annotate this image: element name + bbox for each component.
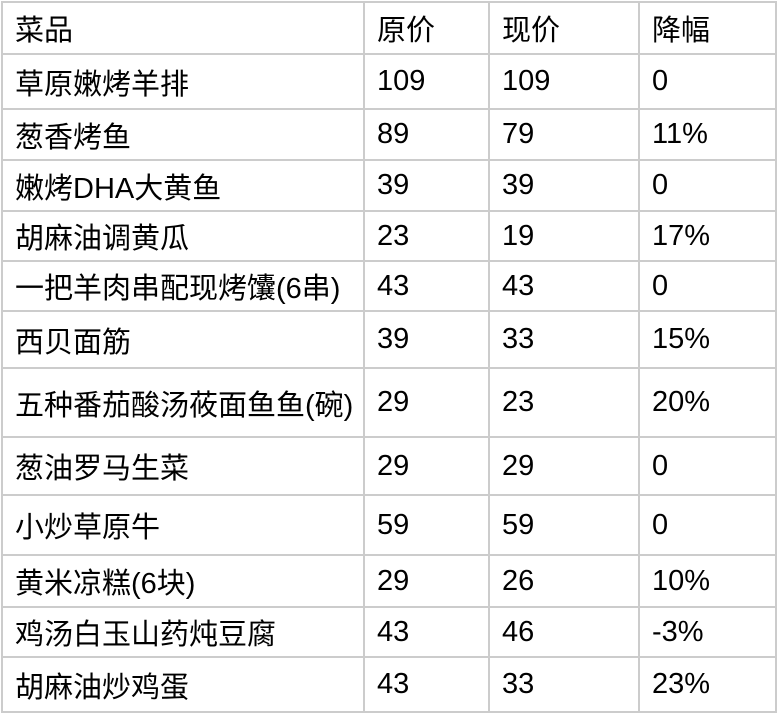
table-row: 胡麻油调黄瓜 23 19 17% <box>1 210 777 262</box>
discount-cell: 11% <box>638 108 777 161</box>
dish-name-cell: 嫩烤DHA大黄鱼 <box>1 159 365 212</box>
dish-name-cell: 一把羊肉串配现烤馕(6串) <box>1 260 365 312</box>
table-row: 黄米凉糕(6块) 29 26 10% <box>1 554 777 608</box>
original-price-cell: 43 <box>363 260 490 312</box>
discount-cell: -3% <box>638 606 777 658</box>
discount-cell: 17% <box>638 210 777 262</box>
current-price-cell: 39 <box>488 159 640 212</box>
dish-name-cell: 鸡汤白玉山药炖豆腐 <box>1 606 365 658</box>
table-row: 鸡汤白玉山药炖豆腐 43 46 -3% <box>1 606 777 658</box>
discount-cell: 20% <box>638 367 777 438</box>
original-price-cell: 89 <box>363 108 490 161</box>
table-row: 胡麻油炒鸡蛋 43 33 23% <box>1 656 777 713</box>
table-row: 西贝面筋 39 33 15% <box>1 310 777 369</box>
current-price-cell: 19 <box>488 210 640 262</box>
current-price-cell: 59 <box>488 494 640 556</box>
header-dish: 菜品 <box>1 1 365 55</box>
discount-cell: 23% <box>638 656 777 713</box>
original-price-cell: 39 <box>363 159 490 212</box>
current-price-cell: 46 <box>488 606 640 658</box>
table-row: 五种番茄酸汤莜面鱼鱼(碗) 29 23 20% <box>1 367 777 438</box>
current-price-cell: 23 <box>488 367 640 438</box>
current-price-cell: 43 <box>488 260 640 312</box>
discount-cell: 0 <box>638 53 777 110</box>
dish-name-cell: 葱油罗马生菜 <box>1 436 365 496</box>
original-price-cell: 29 <box>363 367 490 438</box>
header-row: 菜品 原价 现价 降幅 <box>1 1 777 55</box>
current-price-cell: 109 <box>488 53 640 110</box>
table-row: 一把羊肉串配现烤馕(6串) 43 43 0 <box>1 260 777 312</box>
original-price-cell: 23 <box>363 210 490 262</box>
dish-name-cell: 西贝面筋 <box>1 310 365 369</box>
table-row: 葱香烤鱼 89 79 11% <box>1 108 777 161</box>
original-price-cell: 39 <box>363 310 490 369</box>
discount-cell: 15% <box>638 310 777 369</box>
table-row: 草原嫩烤羊排 109 109 0 <box>1 53 777 110</box>
discount-cell: 0 <box>638 260 777 312</box>
discount-cell: 0 <box>638 159 777 212</box>
header-original-price: 原价 <box>363 1 490 55</box>
dish-name-cell: 小炒草原牛 <box>1 494 365 556</box>
original-price-cell: 29 <box>363 436 490 496</box>
original-price-cell: 59 <box>363 494 490 556</box>
original-price-cell: 43 <box>363 656 490 713</box>
dish-name-cell: 五种番茄酸汤莜面鱼鱼(碗) <box>1 367 365 438</box>
original-price-cell: 29 <box>363 554 490 608</box>
dish-name-cell: 胡麻油调黄瓜 <box>1 210 365 262</box>
dish-name-cell: 黄米凉糕(6块) <box>1 554 365 608</box>
discount-cell: 0 <box>638 494 777 556</box>
header-current-price: 现价 <box>488 1 640 55</box>
original-price-cell: 109 <box>363 53 490 110</box>
table-row: 嫩烤DHA大黄鱼 39 39 0 <box>1 159 777 212</box>
discount-cell: 0 <box>638 436 777 496</box>
current-price-cell: 33 <box>488 656 640 713</box>
current-price-cell: 33 <box>488 310 640 369</box>
header-discount: 降幅 <box>638 1 777 55</box>
dish-name-cell: 草原嫩烤羊排 <box>1 53 365 110</box>
discount-cell: 10% <box>638 554 777 608</box>
dish-name-cell: 胡麻油炒鸡蛋 <box>1 656 365 713</box>
current-price-cell: 79 <box>488 108 640 161</box>
original-price-cell: 43 <box>363 606 490 658</box>
table-row: 小炒草原牛 59 59 0 <box>1 494 777 556</box>
table-row: 葱油罗马生菜 29 29 0 <box>1 436 777 496</box>
current-price-cell: 26 <box>488 554 640 608</box>
dish-name-cell: 葱香烤鱼 <box>1 108 365 161</box>
current-price-cell: 29 <box>488 436 640 496</box>
